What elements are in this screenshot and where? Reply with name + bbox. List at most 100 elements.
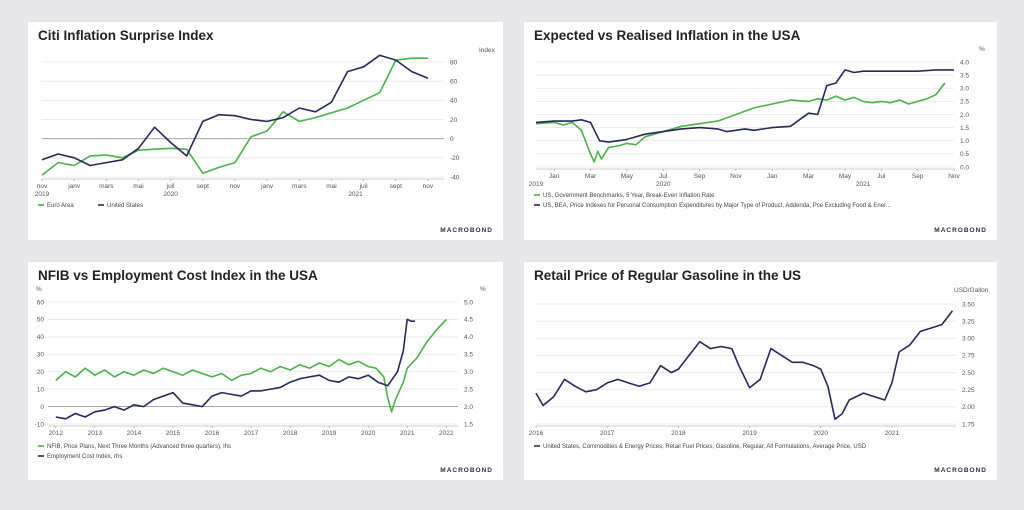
y-tick-label: 3.50 [962,301,975,308]
y-axis-unit-left: % [36,286,42,293]
y-tick-label: 20 [450,117,458,124]
x-tick-label: mai [133,183,143,190]
x-year-label: 2021 [348,191,363,198]
chart-title: Expected vs Realised Inflation in the US… [534,28,801,43]
y-tick-label: 3.00 [962,336,975,343]
x-tick-label: 2021 [885,430,900,437]
y-tick-label: 40 [450,98,458,105]
x-tick-label: mars [99,183,114,190]
x-tick-label: Nov [948,173,960,180]
series-line-1 [55,318,415,420]
x-tick-label: Jan [767,173,778,180]
macrobond-logo: MACROBOND [934,467,987,474]
x-tick-label: Jul [659,173,668,180]
y-tick-label: 2.25 [962,387,975,394]
x-tick-label: Jan [549,173,560,180]
y-tick-label: 1.5 [960,125,969,132]
y-tick-label-right: 1.5 [464,421,473,428]
y-tick-label: 2.5 [960,99,969,106]
x-tick-label: 2019 [742,430,757,437]
y-tick-label: 0 [40,404,44,411]
legend-label: United States, Commodities & Energy Pric… [543,444,867,450]
legend-label: Euro Area [47,203,74,209]
x-tick-label: janv [260,183,274,190]
legend-label: Employment Cost Index, rhs [47,454,122,460]
x-tick-label: sept [197,183,209,190]
x-tick-label: 2021 [400,430,415,437]
x-tick-label: 2014 [127,430,142,437]
x-tick-label: juil [166,183,176,190]
y-tick-label-right: 3.5 [464,352,473,359]
y-tick-label: 3.25 [962,318,975,325]
panel-expected: Expected vs Realised Inflation in the US… [524,22,997,240]
x-tick-label: 2019 [322,430,337,437]
y-tick-label: 80 [450,59,458,66]
chart-title: Citi Inflation Surprise Index [38,28,214,43]
y-tick-label: 60 [37,299,45,306]
y-axis-unit: Index [479,47,496,54]
y-tick-label: 1.75 [962,421,975,428]
y-tick-label: -20 [450,155,460,162]
x-tick-label: nov [37,183,48,190]
y-tick-label-right: 4.5 [464,317,473,324]
x-tick-label: May [839,173,852,180]
chart-expected: 4.0 3.5 3.0 2.5 2.0 1.5 1.0 0.5 0.0% Jan Mar May Jul… [529,46,987,234]
legend-label: US, Government Benchmarks, 5 Year, Break… [543,193,715,199]
macrobond-logo: MACROBOND [440,467,493,474]
legend-label: United States [107,203,143,209]
y-tick-label-right: 2.0 [464,404,473,411]
x-tick-label: nov [423,183,434,190]
y-tick-label-right: 3.0 [464,369,473,376]
panel-gasoline: Retail Price of Regular Gasoline in the … [524,262,997,480]
x-tick-label: sept [390,183,402,190]
y-tick-label: 60 [450,78,458,85]
series-line-0 [535,82,946,163]
x-tick-label: 2020 [814,430,829,437]
chart-citi: 80 60 40 20 0 -20 -40 Index nov janv mars mai juil se… [35,47,496,234]
chart-title: NFIB vs Employment Cost Index in the USA [38,268,318,283]
x-year-label: 2020 [656,181,671,188]
macrobond-logo: MACROBOND [440,227,493,234]
x-year-label: 2021 [856,181,871,188]
y-tick-label: 0.5 [960,151,969,158]
y-tick-label: 3.0 [960,86,969,93]
x-tick-label: 2017 [244,430,259,437]
x-tick-label: 2015 [166,430,181,437]
y-tick-label: 2.50 [962,370,975,377]
x-tick-label: mai [326,183,336,190]
x-tick-label: Mar [803,173,815,180]
y-tick-label: -40 [450,174,460,181]
legend-label: NFIB, Price Plans, Next Three Months (Ad… [47,444,231,450]
y-tick-label: 2.0 [960,112,969,119]
y-tick-label: 3.5 [960,72,969,79]
y-tick-label: 4.0 [960,59,969,66]
x-year-label: 2019 [35,191,50,198]
y-tick-label: 0.0 [960,164,969,171]
chart-nfib: 60 50 40 30 20 10 0 -10 5.0 4.5 4.0 3.5 3.0 2.5 2.0 1.5… [35,286,493,474]
y-tick-label: 1.0 [960,138,969,145]
x-tick-label: May [621,173,634,180]
x-tick-label: mars [292,183,307,190]
series-line-1 [535,69,954,143]
x-tick-label: 2018 [671,430,686,437]
x-tick-label: 2012 [49,430,64,437]
y-tick-label-right: 2.5 [464,386,473,393]
y-tick-label: 50 [37,317,45,324]
y-tick-label: -10 [35,421,45,428]
y-tick-label: 0 [450,136,454,143]
y-tick-label-right: 5.0 [464,299,473,306]
panel-citi: Citi Inflation Surprise Index 80 60 40 20 0 -… [28,22,503,240]
x-year-label: 2019 [529,181,544,188]
x-tick-label: 2016 [529,430,544,437]
y-tick-label: 40 [37,334,45,341]
y-axis-unit: % [979,46,985,53]
x-tick-label: Sep [912,173,924,180]
macrobond-logo: MACROBOND [934,227,987,234]
y-tick-label: 2.00 [962,404,975,411]
x-tick-label: Sep [694,173,706,180]
x-tick-label: nov [230,183,241,190]
x-tick-label: 2016 [205,430,220,437]
y-tick-label: 20 [37,369,45,376]
x-tick-label: janv [67,183,81,190]
x-tick-label: 2020 [361,430,376,437]
